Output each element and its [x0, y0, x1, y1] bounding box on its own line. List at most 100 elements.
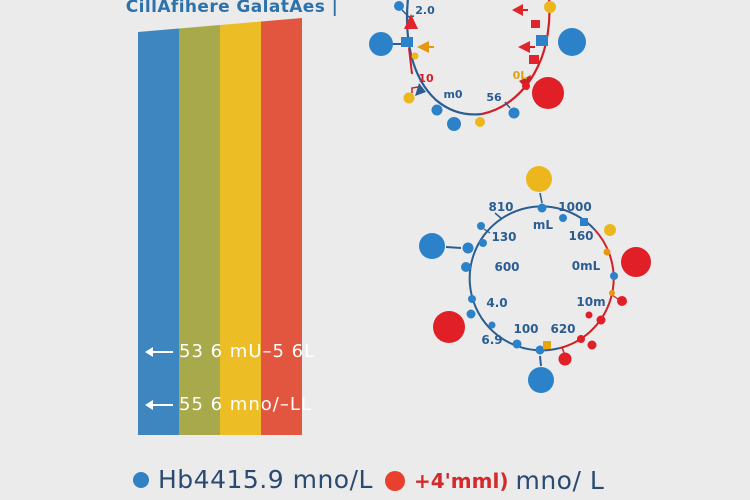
marker-circle-blue-large [558, 28, 586, 56]
marker-dot-blue [508, 107, 520, 119]
connector-line [539, 355, 542, 367]
legend-item: Hb4415.9 mno/L [133, 465, 373, 494]
marker-pin-orange [417, 41, 429, 53]
marker-circle-yellow-large [526, 166, 552, 192]
marker-square-red [531, 20, 540, 28]
marker-dot-blue [610, 272, 618, 280]
gauge-label: 160 [568, 229, 593, 243]
marker-dot-red [585, 311, 593, 319]
gauge-label: m0 [443, 88, 462, 101]
connector-line [504, 101, 511, 109]
connector-line [408, 47, 413, 75]
left-arrow-icon [145, 399, 173, 410]
gauge-label: 4.0 [486, 296, 507, 310]
marker-dot-blue [479, 239, 487, 247]
marker-pin-red [518, 41, 530, 53]
gauge-label: mL [533, 218, 554, 232]
gauge-label: 1000 [558, 200, 591, 214]
gauge-label: 810 [488, 200, 513, 214]
gauge-label: 620 [550, 322, 575, 336]
gauge-label: 2.0 [415, 4, 435, 17]
blue-dot-icon [133, 471, 149, 488]
marker-dot-yellow [411, 52, 419, 60]
marker-dot-red [577, 335, 585, 343]
gauge-label: 10m [576, 295, 605, 309]
marker-dot-yellow [604, 224, 616, 236]
marker-pin-red [512, 4, 523, 16]
marker-circle-red-large [532, 77, 564, 109]
arrowhead-icon [415, 83, 426, 96]
tick-mark [494, 212, 503, 220]
marker-dot-blue [477, 222, 485, 230]
bar-stripe-blue [138, 18, 179, 435]
marker-circle-red-large [621, 247, 651, 277]
marker-square-yellow [543, 341, 551, 349]
gauge-top: 2.0 10 m0 56 0L [369, 0, 586, 131]
left-arrow-icon [145, 346, 173, 357]
marker-dot-red [596, 315, 606, 325]
legend-value: +4'mml) [414, 468, 509, 493]
marker-circle-blue-large [369, 32, 393, 56]
gauge-arc-red [481, 0, 551, 116]
marker-circle-blue-large [419, 233, 445, 259]
marker-dot-orange [603, 248, 611, 256]
marker-dot-blue [488, 321, 496, 329]
marker-dot-blue [447, 117, 461, 131]
gauge-bottom: 810 1000 mL 130 160 600 0mL 4.0 10m 6.9 … [419, 166, 651, 393]
marker-dot-blue [462, 242, 474, 254]
gauge-label: 0mL [572, 259, 601, 273]
connector-line [561, 346, 565, 354]
marker-square-red [529, 55, 539, 64]
marker-dot-yellow [544, 1, 556, 13]
marker-dot-blue [466, 309, 476, 319]
marker-square-blue [580, 218, 588, 226]
marker-dot-red [558, 352, 572, 366]
marker-dot-blue [512, 339, 522, 349]
marker-square-blue [401, 37, 413, 47]
marker-dot-blue [468, 295, 476, 303]
marker-square-blue [536, 35, 548, 46]
connector-line [445, 246, 462, 249]
gauge-label: 56 [486, 91, 502, 104]
bar-annotation: 55 6 mno/–LL [145, 394, 312, 415]
marker-triangle-red [404, 14, 418, 29]
marker-dot-yellow [475, 117, 485, 127]
connector-line [539, 192, 543, 204]
bar-annotation-text: 55 6 mno/–LL [179, 394, 312, 415]
connector-line [411, 86, 419, 93]
gauge-label: 6.9 [481, 333, 502, 347]
marker-dot-blue [394, 1, 404, 11]
color-bar [138, 18, 302, 435]
marker-circle-red-large [433, 311, 465, 343]
marker-dot-blue [535, 345, 545, 355]
marker-dot-red [522, 82, 530, 90]
gauge-label: 600 [494, 260, 519, 274]
connector-line [483, 228, 491, 234]
marker-dot-blue [461, 262, 471, 272]
marker-circle-blue-large [528, 367, 554, 393]
bar-annotation: 53 6 mU–5 6L [145, 341, 316, 362]
gauge-label: 0L [513, 69, 528, 82]
marker-dot-blue [431, 104, 443, 116]
page-title: CillAfihere GalatAes | [125, 0, 339, 17]
legend-label: Hb4415.9 mno/L [158, 465, 373, 494]
bar-stripe-olive [179, 18, 220, 435]
marker-dot-yellow [403, 92, 415, 104]
bar-annotation-text: 53 6 mU–5 6L [179, 341, 316, 362]
bar-stripe-yellow [220, 18, 261, 435]
legend-unit: mno/ L [515, 466, 605, 495]
red-dot-icon [385, 470, 405, 491]
connector-line [401, 9, 415, 18]
gauge-label: 100 [513, 322, 538, 336]
marker-dot-blue [537, 203, 547, 213]
marker-dot-orange [609, 290, 615, 296]
legend-item: +4'mml) mno/ L [385, 466, 604, 495]
gauge-label: 10 [418, 72, 434, 85]
gauge-label: 130 [491, 230, 516, 244]
marker-dot-red [587, 340, 597, 350]
marker-dot-red [617, 296, 627, 306]
gauge-arc-navy [405, 0, 483, 116]
marker-dot-blue [559, 214, 567, 222]
bar-stripe-red [261, 18, 302, 435]
